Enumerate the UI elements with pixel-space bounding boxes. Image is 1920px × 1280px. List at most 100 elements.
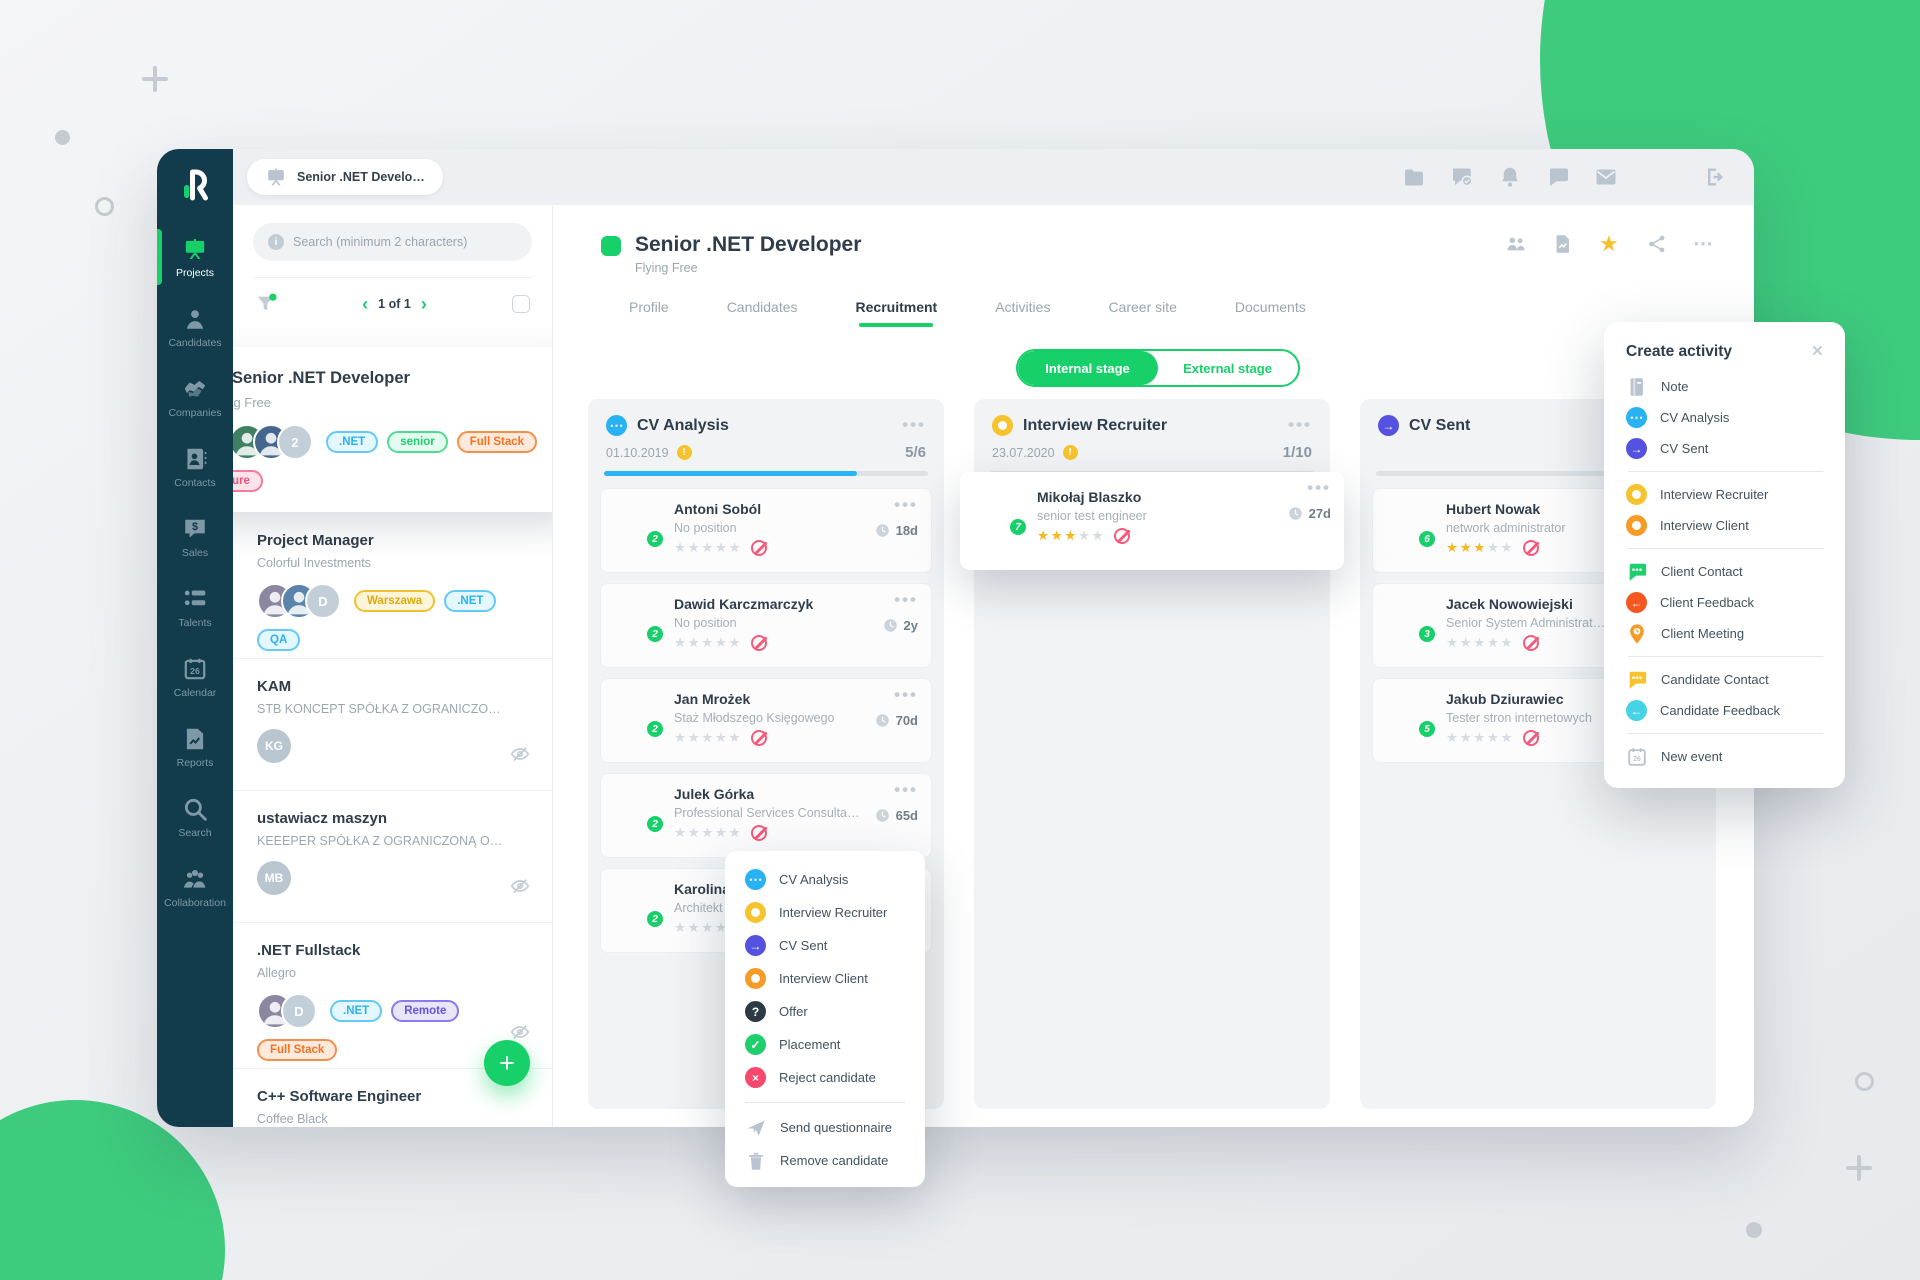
sidebar-item-companies[interactable]: Companies — [157, 362, 233, 432]
select-all-checkbox[interactable] — [512, 295, 530, 313]
activity-item-client-feedback[interactable]: ← Client Feedback — [1604, 587, 1845, 618]
activity-item-cv-analysis[interactable]: ⋯ CV Analysis — [1604, 402, 1845, 433]
open-project-tab[interactable]: Senior .NET Develo… — [247, 159, 443, 195]
sidebar-item-label: Sales — [181, 546, 209, 559]
user-avatar[interactable] — [1642, 158, 1680, 196]
sidebar-item-calendar[interactable]: 26 Calendar — [157, 642, 233, 712]
activity-item-candidate-feedback[interactable]: ← Candidate Feedback — [1604, 695, 1845, 726]
search-box[interactable]: i — [253, 223, 532, 261]
reject-ban-icon[interactable] — [1523, 635, 1540, 651]
close-icon[interactable]: × — [1811, 341, 1823, 362]
selected-project-card[interactable]: ★ Senior .NET Developer Flying Free 2.NE… — [233, 347, 552, 512]
sidebar-item-reports[interactable]: Reports — [157, 712, 233, 782]
card-more-icon[interactable]: ••• — [894, 590, 918, 609]
sign-out-icon[interactable] — [1704, 165, 1728, 189]
candidate-badge-count: 2 — [645, 909, 665, 929]
project-list-item[interactable]: KAM STB KONCEPT SPÓŁKA Z OGRANICZO… KG — [233, 659, 552, 791]
candidate-avatar: 2 — [615, 691, 665, 739]
menu-item-remove-candidate[interactable]: Remove candidate — [725, 1144, 925, 1177]
chat-check-icon[interactable] — [1450, 165, 1474, 189]
menu-item-cv-analysis[interactable]: ⋯ CV Analysis — [725, 863, 925, 896]
share-icon[interactable] — [1646, 233, 1668, 255]
reject-ban-icon[interactable] — [1523, 540, 1540, 556]
menu-item-placement[interactable]: ✓ Placement — [725, 1028, 925, 1061]
chat-icon[interactable] — [1546, 165, 1570, 189]
activity-item-client-meeting[interactable]: Client Meeting — [1604, 618, 1845, 649]
project-list-item[interactable]: ustawiacz maszyn KEEEPER SPÓŁKA Z OGRANI… — [233, 791, 552, 923]
menu-item-interview-recruiter[interactable]: Interview Recruiter — [725, 896, 925, 929]
visibility-off-icon[interactable] — [510, 1022, 530, 1042]
sidebar-item-sales[interactable]: $ Sales — [157, 502, 233, 572]
sidebar-item-search[interactable]: Search — [157, 782, 233, 852]
activity-item-new-event[interactable]: 26 New event — [1604, 741, 1845, 772]
card-more-icon[interactable]: ••• — [894, 685, 918, 704]
internal-stage-toggle[interactable]: Internal stage — [1017, 351, 1158, 385]
activity-item-candidate-contact[interactable]: Candidate Contact — [1604, 664, 1845, 695]
activity-item-interview-recruiter[interactable]: Interview Recruiter — [1604, 479, 1845, 510]
candidate-card-dragging[interactable]: 7 Mikołaj Blaszko senior test engineer ★… — [960, 472, 1344, 570]
reject-ban-icon[interactable] — [1523, 730, 1540, 746]
column-more-icon[interactable]: ••• — [902, 415, 926, 435]
menu-item-interview-client[interactable]: Interview Client — [725, 962, 925, 995]
reject-ban-icon[interactable] — [751, 730, 768, 746]
tab-profile[interactable]: Profile — [629, 299, 669, 315]
column-more-icon[interactable]: ••• — [1288, 415, 1312, 435]
tab-career-site[interactable]: Career site — [1108, 299, 1177, 315]
candidate-name: Hubert Nowak — [1446, 501, 1541, 517]
card-more-icon[interactable]: ••• — [894, 780, 918, 799]
report-icon[interactable] — [1552, 233, 1574, 255]
time-in-stage: 70d — [875, 713, 918, 728]
star-rating: ★★★★★ — [674, 540, 743, 556]
menu-item-reject-candidate[interactable]: × Reject candidate — [725, 1061, 925, 1094]
candidate-card[interactable]: 2 Antoni Soból No position ★★★★★ ••• 18d — [600, 488, 932, 573]
visibility-off-icon[interactable] — [510, 744, 530, 764]
app-logo[interactable] — [177, 165, 213, 208]
filter-icon[interactable] — [255, 293, 277, 315]
sidebar-item-talents[interactable]: Talents — [157, 572, 233, 642]
header-more-icon[interactable]: ⋯ — [1693, 233, 1714, 255]
project-list-item[interactable]: C++ Software Engineer Coffee Black — [233, 1069, 552, 1127]
add-project-button[interactable]: + — [484, 1040, 530, 1086]
prev-page-chevron[interactable]: ‹ — [362, 294, 369, 314]
tab-activities[interactable]: Activities — [995, 299, 1051, 315]
card-more-icon[interactable]: ••• — [894, 495, 918, 514]
topbar: Senior .NET Develo… — [233, 149, 1754, 205]
external-stage-toggle[interactable]: External stage — [1183, 360, 1272, 376]
bell-icon[interactable] — [1498, 165, 1522, 189]
candidate-card[interactable]: 2 Dawid Karczmarczyk No position ★★★★★ •… — [600, 583, 932, 668]
visibility-off-icon[interactable] — [510, 876, 530, 896]
create-activity-title: Create activity — [1626, 342, 1732, 360]
folder-icon[interactable] — [1402, 165, 1426, 189]
activity-item-cv-sent[interactable]: → CV Sent — [1604, 433, 1845, 464]
candidate-card[interactable]: 2 Julek Górka Professional Services Cons… — [600, 773, 932, 858]
activity-item-client-contact[interactable]: Client Contact — [1604, 556, 1845, 587]
sidebar-item-candidates[interactable]: Candidates — [157, 292, 233, 362]
menu-item-send-questionnaire[interactable]: Send questionnaire — [725, 1111, 925, 1144]
activity-item-interview-client[interactable]: Interview Client — [1604, 510, 1845, 541]
reject-ban-icon[interactable] — [751, 635, 768, 651]
reject-ban-icon[interactable] — [751, 540, 768, 556]
menu-item-cv-sent[interactable]: → CV Sent — [725, 929, 925, 962]
tab-recruitment[interactable]: Recruitment — [856, 299, 938, 325]
menu-item-offer[interactable]: ? Offer — [725, 995, 925, 1028]
sidebar-item-collaboration[interactable]: Collaboration — [157, 852, 233, 922]
reject-ban-icon[interactable] — [751, 825, 768, 841]
card-more-icon[interactable]: ••• — [1307, 478, 1331, 497]
sidebar-item-projects[interactable]: Projects — [157, 222, 233, 292]
favorite-star-icon[interactable]: ★ — [1599, 231, 1619, 256]
project-list-item[interactable]: Project Manager Colorful Investments D War… — [233, 513, 552, 659]
sidebar-item-contacts[interactable]: Contacts — [157, 432, 233, 502]
search-input[interactable] — [293, 235, 517, 249]
next-page-chevron[interactable]: › — [420, 294, 427, 314]
divider — [1628, 471, 1823, 472]
tab-documents[interactable]: Documents — [1234, 299, 1306, 315]
reject-ban-icon[interactable] — [1114, 528, 1131, 544]
candidate-badge-count: 2 — [645, 719, 665, 739]
candidate-card[interactable]: 2 Jan Mrożek Staż Młodszego Księgowego ★… — [600, 678, 932, 763]
project-list-item[interactable]: .NET Fullstack Allegro D .NET Remote Full St… — [233, 923, 552, 1069]
tab-candidates[interactable]: Candidates — [726, 299, 798, 315]
mail-icon[interactable] — [1594, 165, 1618, 189]
team-icon[interactable] — [1505, 233, 1527, 255]
menu-item-label: CV Analysis — [779, 872, 849, 887]
activity-item-note[interactable]: Note — [1604, 371, 1845, 402]
